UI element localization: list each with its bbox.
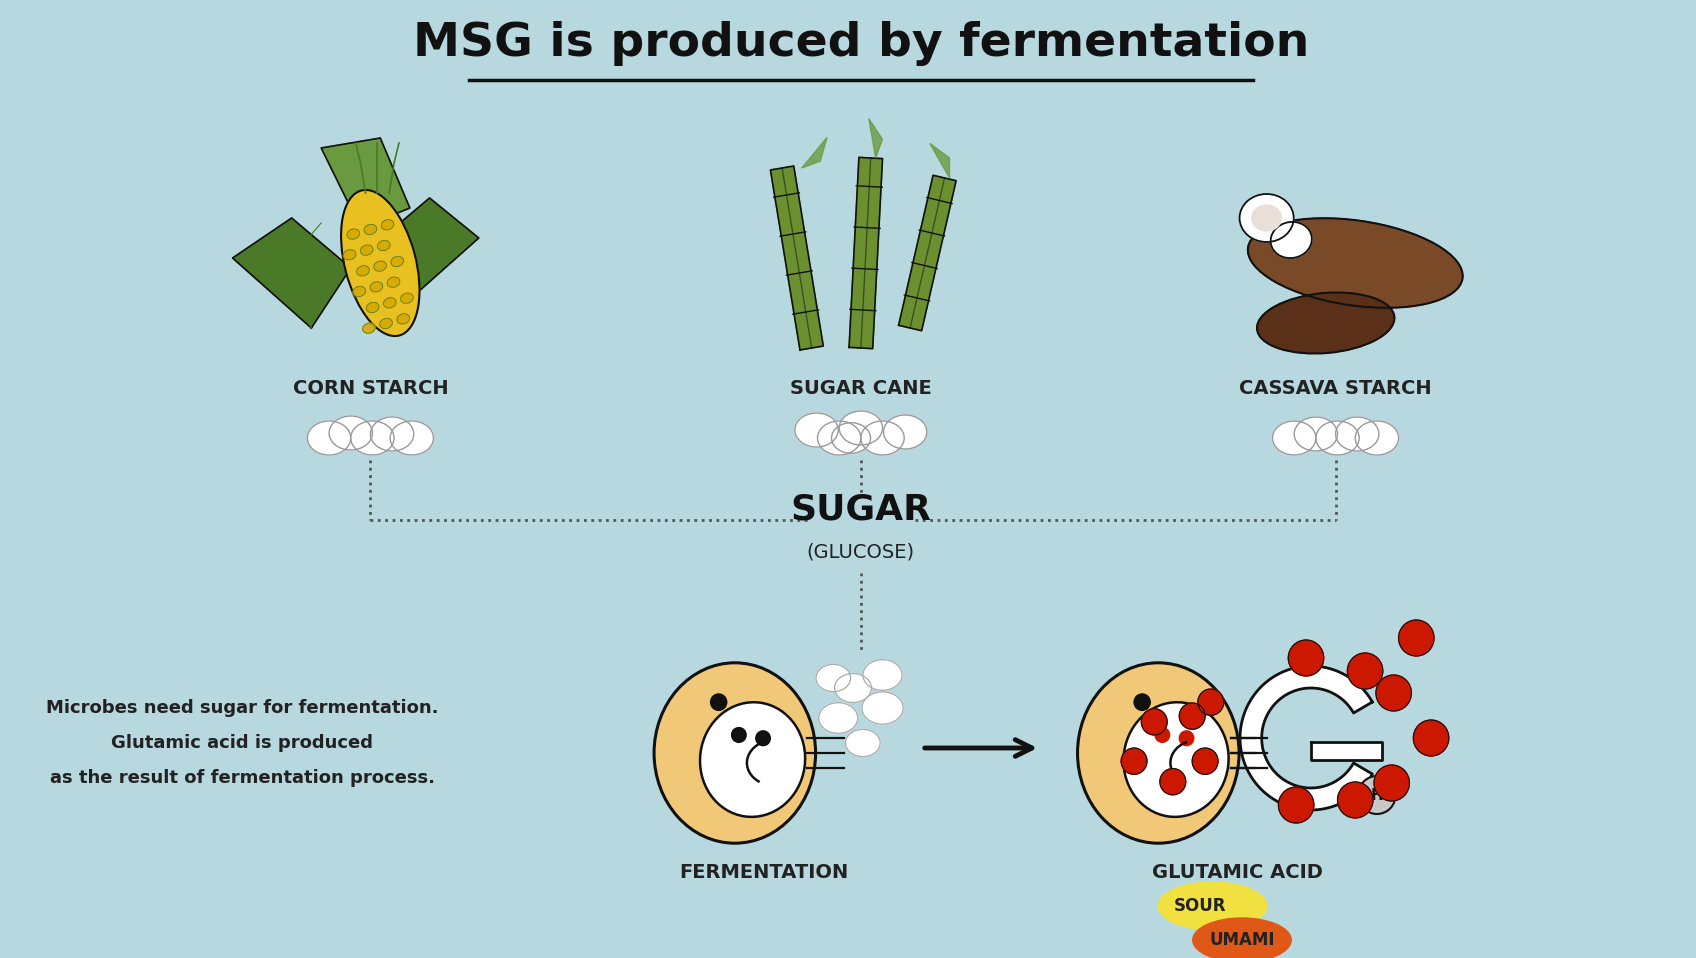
- Text: CASSAVA STARCH: CASSAVA STARCH: [1240, 378, 1431, 398]
- Circle shape: [1141, 709, 1167, 735]
- Circle shape: [1121, 748, 1146, 774]
- Ellipse shape: [1240, 194, 1294, 242]
- Ellipse shape: [363, 323, 375, 333]
- Polygon shape: [232, 218, 351, 328]
- Ellipse shape: [819, 703, 858, 733]
- Circle shape: [711, 694, 728, 711]
- Polygon shape: [1311, 742, 1382, 760]
- Circle shape: [1347, 653, 1382, 689]
- Ellipse shape: [370, 417, 414, 451]
- Circle shape: [1399, 620, 1435, 656]
- Ellipse shape: [1123, 702, 1228, 817]
- Ellipse shape: [387, 277, 400, 287]
- Polygon shape: [321, 138, 410, 228]
- Ellipse shape: [400, 293, 414, 304]
- Ellipse shape: [1192, 918, 1291, 958]
- Ellipse shape: [351, 421, 393, 455]
- Ellipse shape: [840, 411, 882, 445]
- Ellipse shape: [862, 692, 904, 724]
- Ellipse shape: [307, 421, 351, 455]
- Ellipse shape: [366, 303, 378, 312]
- Text: as the result of fermentation process.: as the result of fermentation process.: [49, 769, 434, 787]
- Ellipse shape: [834, 673, 872, 702]
- Circle shape: [1374, 765, 1409, 801]
- Ellipse shape: [1158, 882, 1267, 930]
- Polygon shape: [899, 175, 957, 331]
- Circle shape: [1413, 720, 1448, 756]
- Ellipse shape: [370, 282, 383, 292]
- Ellipse shape: [1257, 292, 1394, 354]
- Polygon shape: [850, 157, 882, 349]
- Circle shape: [731, 727, 746, 742]
- Ellipse shape: [378, 240, 390, 251]
- Circle shape: [1197, 689, 1225, 716]
- Circle shape: [1375, 675, 1411, 711]
- Text: H: H: [1370, 787, 1384, 803]
- Text: (GLUCOSE): (GLUCOSE): [807, 542, 914, 561]
- Circle shape: [1160, 768, 1186, 795]
- Circle shape: [1179, 731, 1194, 745]
- Text: MSG is produced by fermentation: MSG is produced by fermentation: [412, 20, 1309, 65]
- Ellipse shape: [382, 219, 393, 230]
- Ellipse shape: [383, 298, 397, 308]
- Ellipse shape: [1355, 421, 1399, 455]
- Ellipse shape: [390, 257, 404, 266]
- Ellipse shape: [1335, 417, 1379, 451]
- Ellipse shape: [655, 663, 816, 843]
- Ellipse shape: [329, 416, 373, 450]
- Ellipse shape: [1358, 776, 1396, 814]
- Ellipse shape: [380, 318, 392, 329]
- Circle shape: [1179, 703, 1206, 729]
- Text: Glutamic acid is produced: Glutamic acid is produced: [112, 734, 373, 752]
- Polygon shape: [1240, 666, 1372, 810]
- Ellipse shape: [348, 229, 360, 240]
- Circle shape: [1279, 787, 1314, 823]
- Ellipse shape: [356, 265, 370, 276]
- Polygon shape: [770, 166, 823, 350]
- Polygon shape: [370, 198, 478, 308]
- Text: GLUTAMIC ACID: GLUTAMIC ACID: [1152, 863, 1323, 882]
- Ellipse shape: [1077, 663, 1240, 843]
- Ellipse shape: [1272, 421, 1316, 455]
- Ellipse shape: [862, 421, 904, 455]
- Ellipse shape: [831, 422, 870, 453]
- Ellipse shape: [1270, 222, 1311, 258]
- Ellipse shape: [863, 660, 902, 691]
- Ellipse shape: [700, 702, 806, 817]
- Polygon shape: [929, 144, 950, 178]
- Circle shape: [1135, 694, 1150, 711]
- Ellipse shape: [884, 415, 926, 449]
- Text: SOUR: SOUR: [1174, 897, 1226, 915]
- Ellipse shape: [1248, 218, 1462, 308]
- Text: UMAMI: UMAMI: [1209, 931, 1275, 949]
- Ellipse shape: [1294, 417, 1338, 451]
- Ellipse shape: [1316, 421, 1358, 455]
- Ellipse shape: [353, 286, 366, 297]
- Ellipse shape: [341, 190, 419, 336]
- Circle shape: [1155, 727, 1170, 742]
- Text: Microbes need sugar for fermentation.: Microbes need sugar for fermentation.: [46, 699, 439, 717]
- Ellipse shape: [817, 421, 862, 455]
- Ellipse shape: [343, 250, 356, 260]
- Ellipse shape: [373, 261, 387, 271]
- Ellipse shape: [846, 729, 880, 757]
- Ellipse shape: [397, 314, 409, 324]
- Ellipse shape: [390, 421, 434, 455]
- Ellipse shape: [816, 665, 851, 692]
- Polygon shape: [802, 137, 828, 168]
- Polygon shape: [868, 119, 882, 158]
- Circle shape: [1338, 782, 1374, 818]
- Text: FERMENTATION: FERMENTATION: [680, 863, 850, 882]
- Ellipse shape: [360, 245, 373, 255]
- Circle shape: [1192, 748, 1218, 774]
- Text: SUGAR CANE: SUGAR CANE: [790, 378, 931, 398]
- Circle shape: [1289, 640, 1325, 676]
- Ellipse shape: [1252, 205, 1282, 231]
- Circle shape: [756, 731, 770, 745]
- Text: CORN STARCH: CORN STARCH: [293, 378, 448, 398]
- Ellipse shape: [795, 413, 838, 447]
- Ellipse shape: [365, 224, 377, 235]
- Text: SUGAR: SUGAR: [790, 493, 931, 527]
